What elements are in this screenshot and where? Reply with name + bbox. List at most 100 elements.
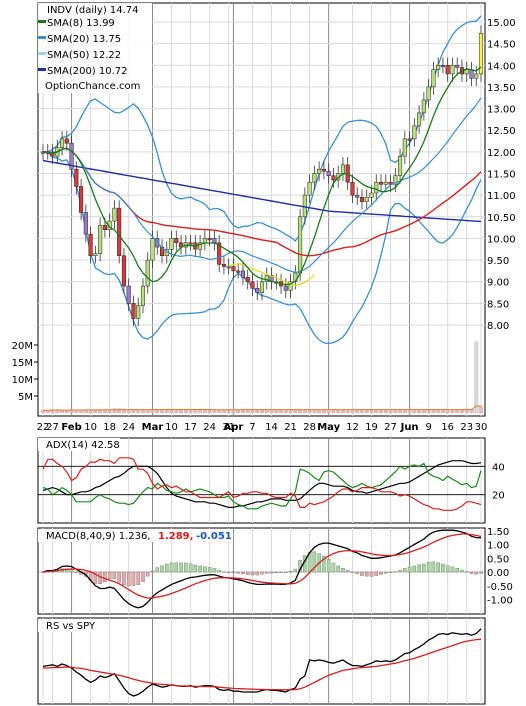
- volume-bar: [279, 409, 283, 414]
- macd-line: [42, 529, 482, 609]
- price-tick-label: 15.00: [487, 18, 516, 29]
- macd-histogram-value: -0.051: [196, 531, 232, 542]
- macd-histogram-bar: [155, 567, 160, 573]
- candle-body: [474, 73, 479, 79]
- macd-histogram-bar: [260, 571, 264, 575]
- candle-body: [188, 242, 193, 245]
- candle-body: [340, 164, 345, 174]
- volume-bar: [364, 409, 369, 414]
- macd-tick-label: 0.50: [487, 554, 509, 565]
- price-tick-label: 13.50: [487, 83, 516, 94]
- macd-histogram-bar: [112, 571, 117, 580]
- macd-histogram-bar: [474, 571, 478, 575]
- candle-body: [226, 266, 231, 269]
- candle-body: [374, 181, 379, 194]
- volume-bar: [64, 410, 69, 414]
- macd-histogram-bar: [417, 564, 421, 573]
- candle-body: [312, 173, 317, 183]
- candle-body: [421, 99, 426, 114]
- macd-histogram-bar: [98, 571, 102, 584]
- macd-histogram-bar: [284, 571, 288, 573]
- macd-panel-frame: [37, 527, 486, 615]
- volume-bar: [302, 409, 307, 414]
- candle-body: [74, 168, 79, 187]
- macd-histogram-bar: [107, 571, 112, 580]
- sma200-line: [42, 159, 482, 223]
- candle-body: [350, 181, 355, 196]
- candle-body: [283, 285, 288, 291]
- candle-body: [464, 69, 469, 75]
- volume-bar: [383, 409, 388, 414]
- volume-bar: [421, 409, 426, 414]
- macd-histogram-bar: [422, 563, 426, 573]
- macd-histogram-bar: [293, 568, 298, 573]
- macd-histogram-bar: [241, 571, 245, 575]
- candle-body: [217, 242, 222, 265]
- volume-bar: [131, 409, 136, 414]
- candle-body: [93, 253, 98, 256]
- macd-histogram-bar: [131, 571, 136, 586]
- volume-bar: [417, 409, 422, 414]
- macd-histogram-bar: [407, 566, 412, 573]
- macd-histogram-bar: [188, 563, 193, 573]
- candle-body: [231, 266, 236, 272]
- candle-body: [69, 142, 74, 170]
- macd-histogram-bar: [460, 569, 464, 573]
- candle-body: [369, 192, 374, 198]
- volume-tick-label: 10M: [12, 375, 33, 386]
- volume-bar: [160, 409, 164, 414]
- legend-sma20: SMA(20) 13.75: [47, 34, 121, 45]
- macd-histogram-bar: [145, 571, 150, 577]
- price-tick-label: 12.00: [487, 148, 516, 159]
- macd-tick-label: 1.50: [487, 527, 509, 538]
- candle-body: [402, 138, 407, 157]
- macd-histogram-bar: [231, 571, 236, 573]
- volume-bar: [164, 409, 169, 414]
- x-tick-label: 21: [284, 422, 297, 433]
- volume-bar: [288, 409, 293, 414]
- macd-histogram-bar: [279, 571, 283, 573]
- volume-bar: [464, 408, 469, 414]
- candle-body: [221, 264, 226, 267]
- x-tick-label: Mar: [142, 422, 164, 433]
- macd-histogram-bar: [341, 568, 345, 573]
- macd-histogram-bar: [184, 562, 188, 573]
- volume-bar: [283, 409, 288, 414]
- volume-bar: [436, 409, 441, 414]
- rs-title: RS vs SPY: [46, 621, 96, 632]
- rs-average-line: [43, 638, 482, 691]
- macd-tick-label: -0.50: [487, 582, 513, 593]
- candle-body: [383, 181, 388, 185]
- volume-bar: [479, 406, 483, 414]
- candle-body: [407, 138, 412, 141]
- x-tick-label: 16: [441, 422, 454, 433]
- volume-bar: [250, 409, 255, 414]
- price-tick-label: 9.50: [487, 256, 509, 267]
- candle-body: [317, 168, 322, 174]
- candle-body: [174, 238, 179, 244]
- watermark: OptionChance.com: [45, 81, 140, 92]
- candle-body: [478, 33, 484, 75]
- x-tick-label: 18: [103, 422, 116, 433]
- rs-panel-frame: [37, 617, 486, 705]
- macd-title: MACD(8,40,9) 1.236,: [46, 531, 151, 542]
- macd-histogram-bar: [226, 571, 231, 573]
- x-tick-label: 19: [365, 422, 378, 433]
- macd-histogram-bar: [69, 569, 74, 573]
- candle-body: [145, 259, 150, 287]
- macd-histogram-bar: [203, 566, 207, 573]
- macd-histogram-bar: [165, 563, 169, 573]
- candle-body: [88, 233, 93, 256]
- candle-body: [331, 175, 336, 181]
- volume-bar: [193, 409, 198, 414]
- price-tick-label: 11.50: [487, 170, 516, 181]
- macd-histogram-bar: [426, 561, 431, 573]
- x-tick-label: Feb: [61, 422, 81, 433]
- volume-bar: [350, 409, 355, 414]
- macd-histogram-bar: [236, 571, 240, 574]
- price-panel-frame: [37, 2, 486, 417]
- macd-histogram-bar: [379, 571, 383, 575]
- legend-swatch-sma20: [38, 36, 46, 39]
- volume-bar: [440, 409, 445, 414]
- volume-tick-label: 15M: [12, 358, 33, 369]
